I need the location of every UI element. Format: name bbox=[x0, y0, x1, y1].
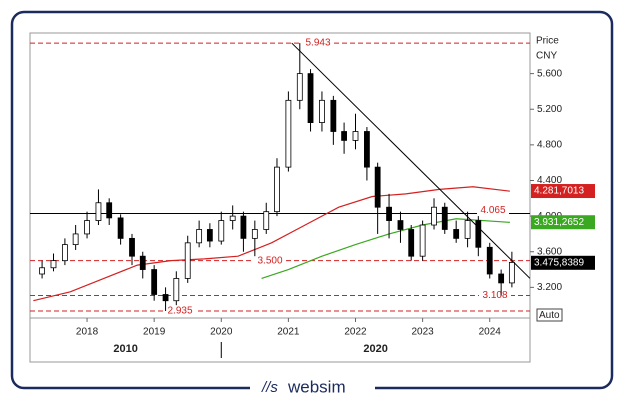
auto-button[interactable] bbox=[536, 308, 563, 322]
candle-body bbox=[498, 273, 505, 284]
level-label-bg bbox=[477, 204, 509, 217]
x-tick-label: 2021 bbox=[277, 327, 300, 338]
y-tick-label: 5.600 bbox=[537, 68, 562, 79]
level-label-bg bbox=[164, 304, 196, 317]
candle-body bbox=[431, 206, 437, 226]
candle-body bbox=[106, 202, 113, 219]
candle-body bbox=[251, 229, 258, 239]
candle-body bbox=[117, 217, 124, 239]
value-box-label: 3.475,8389 bbox=[534, 257, 584, 268]
moving-average bbox=[261, 218, 510, 280]
candle-body bbox=[240, 215, 247, 239]
x-tick-label: 2022 bbox=[344, 327, 367, 338]
candle-body bbox=[173, 278, 180, 302]
x-tick-label: 2018 bbox=[76, 327, 99, 338]
candle-body bbox=[453, 229, 460, 239]
currency: CNY bbox=[536, 51, 557, 62]
x-tick-label: 2020 bbox=[210, 327, 233, 338]
candle-body bbox=[408, 229, 415, 257]
candle-body bbox=[307, 73, 314, 123]
candle-body bbox=[196, 229, 203, 244]
x-tick-label: 2023 bbox=[411, 327, 434, 338]
auto-label[interactable]: Auto bbox=[539, 310, 560, 321]
y-tick-label: 5.200 bbox=[537, 104, 562, 115]
candle-body bbox=[386, 206, 392, 221]
y-tick-label: 3.200 bbox=[537, 282, 562, 293]
plot: 5.943 3.500 3.108 2.935 4.065 bbox=[30, 37, 530, 317]
candle-body bbox=[441, 206, 448, 230]
candle-body bbox=[162, 294, 169, 302]
candle-body bbox=[218, 220, 225, 242]
candle-body bbox=[352, 131, 359, 141]
candle-body bbox=[508, 262, 515, 284]
level-label-bg bbox=[302, 37, 334, 50]
level-label-bg bbox=[254, 254, 286, 267]
level-label: 3.108 bbox=[482, 290, 507, 301]
decade-label: 2010 bbox=[113, 343, 137, 355]
candle-body bbox=[330, 99, 337, 132]
level-label: 3.500 bbox=[257, 255, 282, 266]
candle-body bbox=[296, 73, 303, 101]
candle-body bbox=[139, 255, 146, 270]
logo: //s websim bbox=[250, 377, 375, 399]
trendline bbox=[291, 42, 530, 279]
candle-body bbox=[50, 260, 57, 269]
candle-body bbox=[39, 267, 45, 275]
moving-average bbox=[33, 186, 510, 302]
value-box-label: 4.281,7013 bbox=[534, 186, 584, 197]
y-tick-label: 4.400 bbox=[537, 175, 562, 186]
value-box bbox=[531, 255, 595, 270]
candle-body bbox=[475, 220, 482, 248]
candle-body bbox=[319, 99, 325, 123]
candle-body bbox=[374, 166, 381, 208]
level-label: 4.065 bbox=[480, 205, 505, 216]
candle-body bbox=[263, 211, 270, 230]
candle-body bbox=[274, 166, 280, 213]
candle-body bbox=[72, 233, 79, 246]
candle-body bbox=[464, 220, 471, 239]
candle-body bbox=[206, 229, 213, 242]
time-axis bbox=[29, 317, 531, 363]
decade-label: 2020 bbox=[363, 343, 387, 355]
candle-body bbox=[129, 237, 135, 257]
value-box bbox=[531, 184, 595, 199]
candle-body bbox=[84, 220, 90, 235]
candle-body bbox=[95, 202, 102, 221]
candle-body bbox=[229, 215, 236, 221]
x-tick-label: 2019 bbox=[143, 327, 166, 338]
candle-body bbox=[184, 242, 191, 279]
logo-mark: //s bbox=[261, 379, 278, 396]
candle-body bbox=[285, 99, 292, 168]
candle-body bbox=[419, 224, 426, 257]
candle-body bbox=[61, 244, 68, 262]
axis-label: Price bbox=[536, 36, 559, 47]
candle-body bbox=[364, 131, 370, 168]
value-box bbox=[531, 215, 595, 230]
candle-body bbox=[397, 220, 404, 230]
value-box-label: 3.931,2652 bbox=[534, 217, 584, 228]
brand: websim bbox=[287, 377, 346, 396]
candle-body bbox=[341, 131, 347, 141]
level-label: 5.943 bbox=[305, 38, 330, 49]
candle-body bbox=[151, 269, 158, 295]
y-tick-label: 4.800 bbox=[537, 140, 562, 151]
candle-body bbox=[486, 246, 493, 275]
plot-area bbox=[29, 32, 531, 319]
level-label: 2.935 bbox=[167, 306, 192, 317]
x-tick-label: 2024 bbox=[479, 327, 502, 338]
y-tick-label: 3.600 bbox=[537, 246, 562, 257]
level-label-bg bbox=[479, 289, 511, 302]
